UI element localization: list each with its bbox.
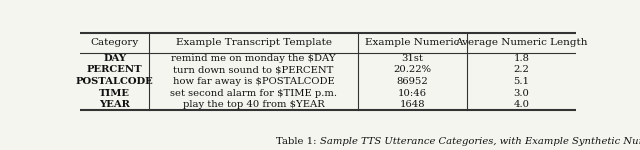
Text: Example Numeric: Example Numeric [365,38,460,47]
Text: Table 1:: Table 1: [276,136,320,146]
Text: POSTALCODE: POSTALCODE [76,77,154,86]
Text: 1648: 1648 [399,100,425,109]
Text: 4.0: 4.0 [513,100,529,109]
Text: turn down sound to $PERCENT: turn down sound to $PERCENT [173,65,334,75]
Text: remind me on monday the $DAY: remind me on monday the $DAY [172,54,336,63]
Text: PERCENT: PERCENT [87,65,143,75]
Text: Sample TTS Utterance Categories, with Example Synthetic Numerics: Sample TTS Utterance Categories, with Ex… [320,136,640,146]
Text: play the top 40 from $YEAR: play the top 40 from $YEAR [183,100,324,109]
Text: 2.2: 2.2 [513,65,529,75]
Text: how far away is $POSTALCODE: how far away is $POSTALCODE [173,77,335,86]
Text: Example Transcript Template: Example Transcript Template [175,38,332,47]
Text: 3.0: 3.0 [513,88,529,98]
Text: 20.22%: 20.22% [394,65,431,75]
Text: 10:46: 10:46 [398,88,427,98]
Text: DAY: DAY [103,54,126,63]
Text: Average Numeric Length: Average Numeric Length [455,38,588,47]
Text: 86952: 86952 [396,77,428,86]
Text: 31st: 31st [401,54,423,63]
Text: YEAR: YEAR [99,100,130,109]
Text: 1.8: 1.8 [513,54,529,63]
Text: Category: Category [91,38,139,47]
Text: TIME: TIME [99,88,130,98]
Text: set second alarm for $TIME p.m.: set second alarm for $TIME p.m. [170,88,337,98]
Text: 5.1: 5.1 [513,77,529,86]
